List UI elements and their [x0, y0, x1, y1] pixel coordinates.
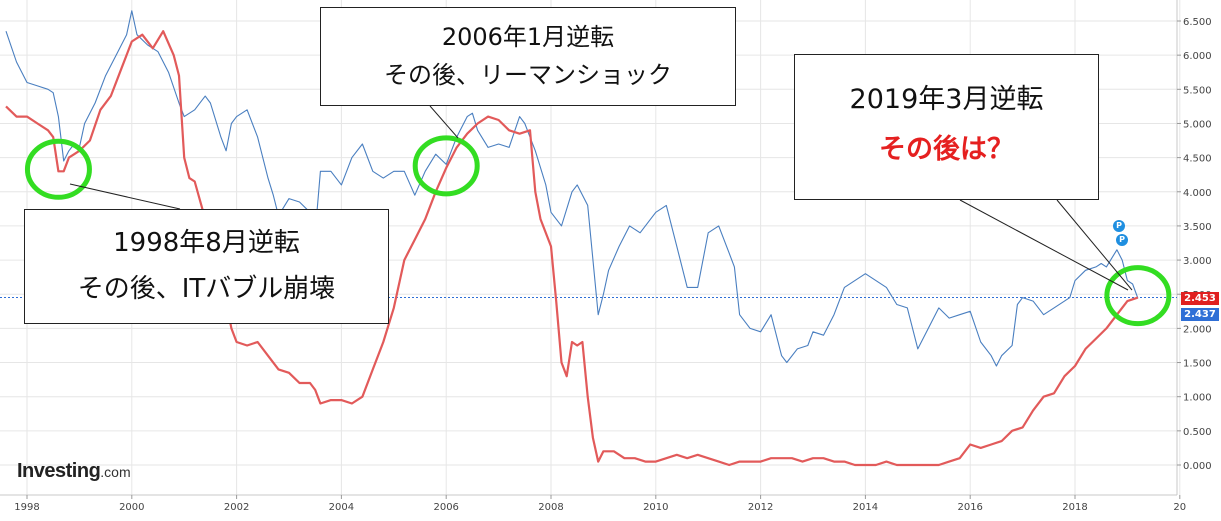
x-tick-label: 1998 [14, 502, 39, 513]
x-tick-label: 2014 [853, 502, 878, 513]
x-axis-ticks: 1998 2000 2002 2004 2006 2008 2010 2012 2014 2016… [14, 495, 1186, 513]
inversion-circles [24, 135, 1172, 327]
y-tick-label: 2.000 [1183, 324, 1212, 335]
callout-2019-line2: その後は？ [879, 134, 1014, 165]
callout-1998-line2: その後、ITバブル崩壊 [77, 274, 336, 304]
y-axis-ticks: 0.0000.5001.0001.5002.0002.5003.0003.500… [1177, 17, 1212, 472]
price-tag-two-year: 2.453 [1181, 292, 1219, 305]
x-tick-label: 2002 [224, 502, 249, 513]
y-tick-label: 3.000 [1183, 256, 1212, 267]
y-tick-label: 0.000 [1183, 461, 1212, 472]
logo-domain: .com [100, 464, 131, 480]
y-tick-label: 4.000 [1183, 188, 1212, 199]
x-tick-label: 2016 [957, 502, 982, 513]
inversion-circle [1104, 265, 1172, 327]
callout-2019: 2019年3月逆転 その後は？ [794, 54, 1099, 200]
callout-2019-line1: 2019年3月逆転 [849, 84, 1044, 115]
y-tick-label: 6.500 [1183, 17, 1212, 28]
x-tick-label: 2018 [1062, 502, 1087, 513]
x-tick-label: 20 [1173, 502, 1186, 513]
event-marker-icon[interactable]: P [1113, 220, 1125, 232]
y-tick-label: 0.500 [1183, 427, 1212, 438]
x-tick-label: 2000 [119, 502, 144, 513]
y-tick-label: 3.500 [1183, 222, 1212, 233]
x-tick-label: 2012 [748, 502, 773, 513]
event-marker-icon[interactable]: P [1116, 234, 1128, 246]
y-tick-label: 5.000 [1183, 119, 1212, 130]
x-tick-label: 2004 [329, 502, 354, 513]
y-tick-label: 6.000 [1183, 51, 1212, 62]
investing-logo: Investing.com [17, 460, 131, 483]
series-line-red [5, 30, 1139, 467]
callout-2006-line2: その後、リーマンショック [384, 61, 672, 89]
callout-2006-line1: 2006年1月逆転 [441, 23, 615, 51]
y-tick-label: 4.500 [1183, 154, 1212, 165]
inversion-circle [412, 135, 480, 197]
y-tick-label: 1.500 [1183, 359, 1212, 370]
callout-pointers [69, 105, 1133, 291]
callout-1998: 1998年8月逆転 その後、ITバブル崩壊 [24, 209, 389, 324]
x-tick-label: 2010 [643, 502, 668, 513]
x-tick-label: 2008 [538, 502, 563, 513]
logo-brand: Investing [17, 460, 101, 482]
x-tick-label: 2006 [433, 502, 458, 513]
y-tick-label: 1.000 [1183, 393, 1212, 404]
axes [0, 0, 1178, 496]
callout-1998-line1: 1998年8月逆転 [113, 228, 300, 258]
callout-2006: 2006年1月逆転 その後、リーマンショック [320, 7, 736, 106]
price-tag-ten-year: 2.437 [1181, 308, 1219, 321]
y-tick-label: 5.500 [1183, 85, 1212, 96]
inversion-circle [24, 138, 92, 200]
series [5, 10, 1139, 467]
